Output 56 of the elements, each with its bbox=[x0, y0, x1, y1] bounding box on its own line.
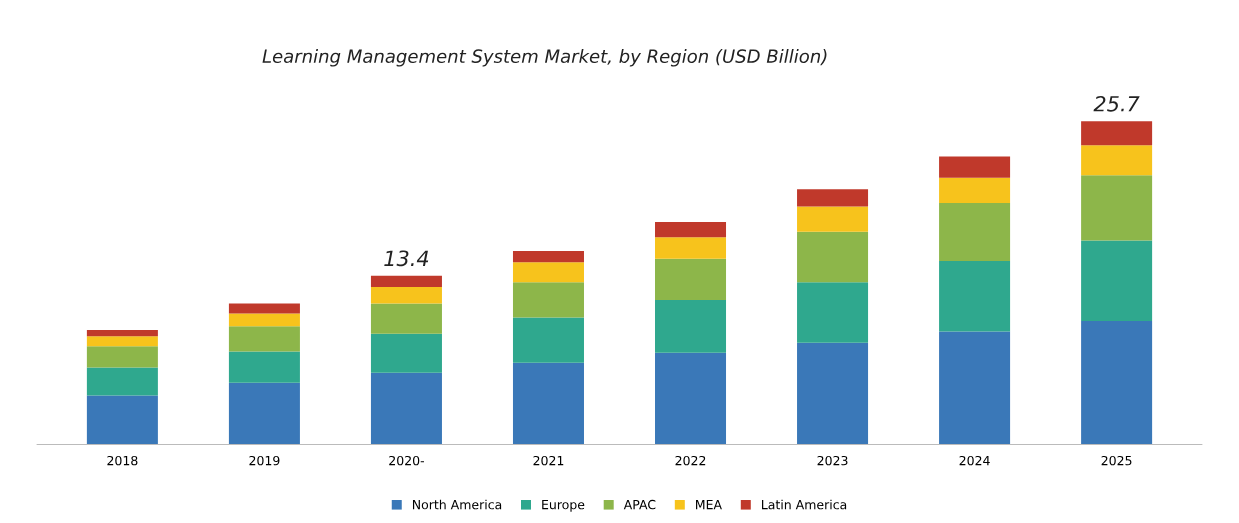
x-tick-label: 2024 bbox=[959, 455, 990, 466]
x-tick-label: 2020- bbox=[389, 455, 424, 466]
bar bbox=[370, 372, 442, 445]
bar bbox=[797, 206, 869, 232]
bar bbox=[86, 330, 158, 337]
bar bbox=[1081, 121, 1153, 146]
bar bbox=[228, 351, 300, 383]
x-tick-label: 2025 bbox=[1101, 455, 1132, 466]
bar bbox=[797, 342, 869, 445]
bar bbox=[797, 282, 869, 343]
x-tick-label: 2019 bbox=[249, 455, 280, 466]
annotation: 25.7 bbox=[1093, 95, 1140, 112]
bar bbox=[797, 189, 869, 207]
legend-label: MEA bbox=[696, 500, 722, 510]
bar bbox=[655, 300, 727, 353]
bar bbox=[86, 336, 158, 347]
legend-label: North America bbox=[412, 499, 502, 510]
bar bbox=[370, 303, 442, 334]
bar bbox=[370, 275, 442, 288]
bar bbox=[655, 237, 727, 259]
bar bbox=[512, 262, 584, 283]
bar bbox=[939, 331, 1011, 445]
bar bbox=[797, 231, 869, 283]
bar bbox=[1081, 175, 1153, 241]
bar bbox=[655, 258, 727, 301]
bar bbox=[228, 313, 300, 327]
bar bbox=[939, 156, 1011, 178]
bar bbox=[370, 333, 442, 373]
bar bbox=[1081, 321, 1153, 445]
bar bbox=[86, 367, 158, 396]
bar bbox=[512, 282, 584, 318]
legend-label: APAC bbox=[623, 499, 656, 510]
bar bbox=[512, 317, 584, 363]
bar bbox=[228, 326, 300, 352]
chart-title: Learning Management System Market, by Region (USD Billion) bbox=[262, 49, 827, 67]
bar bbox=[939, 260, 1011, 332]
bar bbox=[86, 395, 158, 445]
bar bbox=[655, 352, 727, 445]
x-tick-label: 2023 bbox=[817, 455, 848, 466]
bar bbox=[512, 250, 584, 263]
bar bbox=[1081, 145, 1153, 176]
annotation: 13.4 bbox=[384, 250, 429, 267]
x-tick-label: 2018 bbox=[107, 455, 138, 466]
legend-label: Europe bbox=[542, 500, 585, 512]
bar bbox=[939, 177, 1011, 204]
legend-label: Latin America bbox=[762, 499, 847, 510]
x-tick-label: 2022 bbox=[675, 455, 706, 466]
bar bbox=[370, 287, 442, 304]
bar bbox=[939, 203, 1011, 261]
bar bbox=[512, 362, 584, 445]
bar bbox=[1081, 240, 1153, 322]
bar bbox=[228, 382, 300, 445]
bar bbox=[228, 303, 300, 314]
x-tick-label: 2021 bbox=[533, 455, 564, 466]
bar bbox=[655, 222, 727, 238]
bar bbox=[86, 346, 158, 368]
